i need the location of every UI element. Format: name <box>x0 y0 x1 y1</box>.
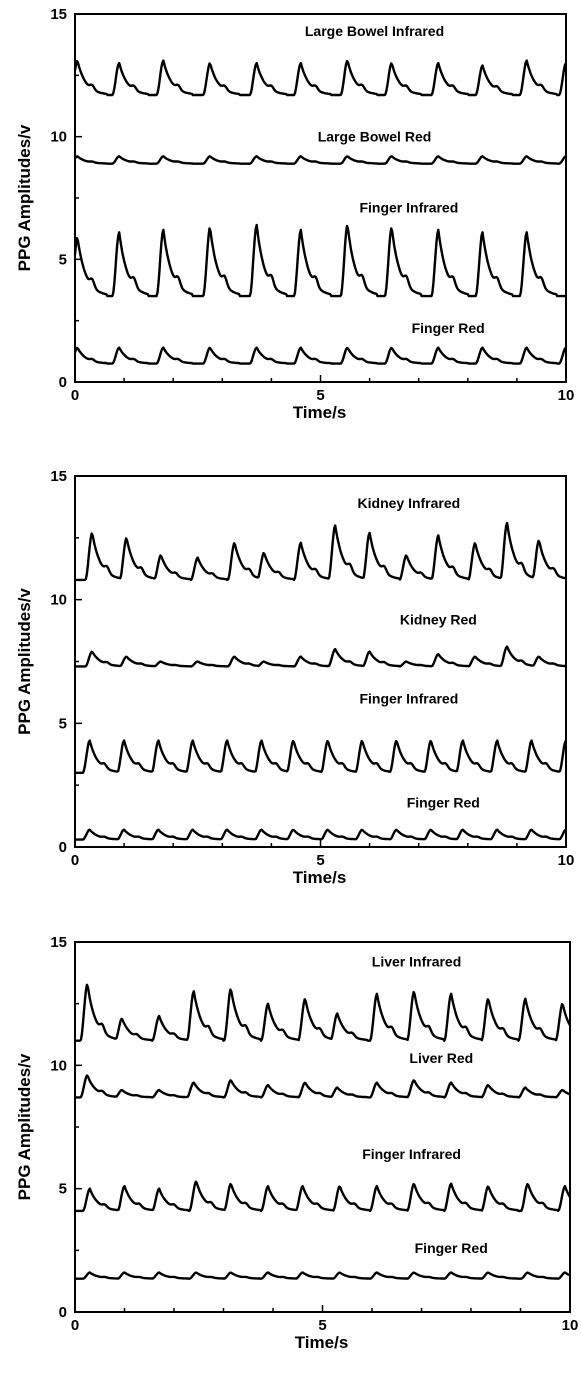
x-tick-label: 10 <box>558 387 575 404</box>
series-label: Finger Red <box>412 320 485 336</box>
series-line-kidney-red <box>74 645 567 668</box>
series-label: Kidney Infrared <box>358 495 461 511</box>
x-tick-label: 5 <box>316 387 324 404</box>
series-line-kidney-infrared <box>74 521 567 582</box>
plot-frame <box>74 475 567 848</box>
series-label: Large Bowel Infrared <box>305 23 444 39</box>
y-tick-label: 0 <box>59 374 67 391</box>
plot-frame <box>74 941 571 1313</box>
y-tick-label: 10 <box>50 129 67 146</box>
chart-panel-2: 0 5 10 15 0 5 10 Time/s PPG Amplitudes/v Kidney I… <box>15 468 574 887</box>
series-label: Finger Infrared <box>359 691 458 707</box>
series-line-finger-red <box>74 1271 571 1280</box>
x-tick-label: 10 <box>558 852 575 869</box>
series-label: Liver Infrared <box>372 954 461 970</box>
series-line-finger-infrared <box>74 1180 572 1213</box>
y-tick-label: 15 <box>50 468 67 485</box>
y-tick-label: 15 <box>50 934 67 951</box>
y-axis-title: PPG Amplitudes/v <box>15 1053 34 1200</box>
series-line-liver-red <box>74 1074 571 1099</box>
series-line-finger-infrared <box>74 739 568 774</box>
series-line-finger-red <box>73 346 567 365</box>
x-axis-title: Time/s <box>293 403 347 422</box>
series-label: Finger Infrared <box>362 1146 461 1162</box>
x-tick-label: 5 <box>318 1317 326 1334</box>
series-label: Finger Red <box>407 794 480 810</box>
y-tick-label: 0 <box>59 1304 67 1321</box>
y-tick-label: 5 <box>59 715 67 732</box>
series-line-liver-infrared <box>74 983 572 1042</box>
y-tick-label: 10 <box>50 1057 67 1074</box>
series-label: Kidney Red <box>400 611 477 627</box>
series-line-finger-infrared <box>73 223 567 298</box>
y-tick-label: 0 <box>59 839 67 856</box>
chart-panel-1: 0 5 10 15 0 5 10 Time/s PPG Amplitudes/v Large Bo… <box>15 6 574 422</box>
x-tick-label: 0 <box>71 387 79 404</box>
series-line-large-bowel-infrared <box>73 59 568 97</box>
y-tick-label: 10 <box>50 592 67 609</box>
chart-panel-3: 0 5 10 15 0 5 10 Time/s PPG Amplitudes/v Liver In… <box>15 934 578 1352</box>
y-tick-label: 15 <box>50 6 67 23</box>
x-axis-title: Time/s <box>293 868 347 887</box>
x-axis-title: Time/s <box>295 1333 349 1352</box>
y-tick-label: 5 <box>59 1181 67 1198</box>
series-label: Finger Infrared <box>359 200 458 216</box>
x-tick-label: 10 <box>562 1317 579 1334</box>
y-axis-title: PPG Amplitudes/v <box>15 588 34 735</box>
series-label: Liver Red <box>409 1050 473 1066</box>
series-label: Finger Red <box>415 1240 488 1256</box>
x-tick-label: 5 <box>316 852 324 869</box>
x-tick-label: 0 <box>71 1317 79 1334</box>
series-line-finger-red <box>74 828 567 841</box>
series-line-large-bowel-red <box>74 155 567 165</box>
x-tick-label: 0 <box>71 852 79 869</box>
plot-frame <box>74 13 567 383</box>
y-tick-label: 5 <box>59 251 67 268</box>
y-axis-title: PPG Amplitudes/v <box>15 124 34 271</box>
series-label: Large Bowel Red <box>318 129 432 145</box>
